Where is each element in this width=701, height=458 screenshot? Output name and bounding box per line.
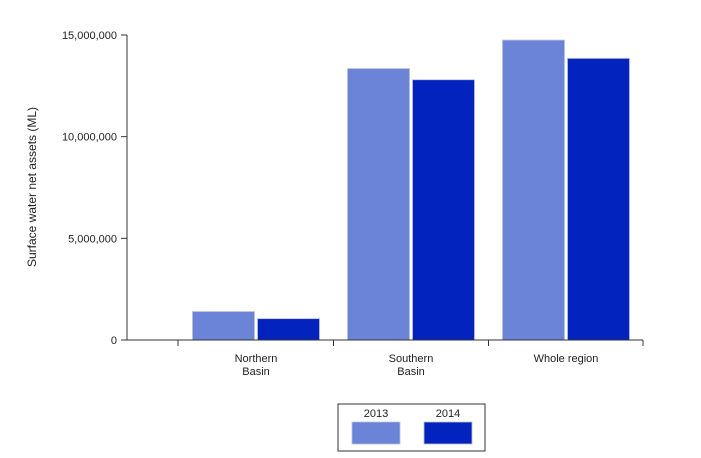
- legend: 2013 2014: [337, 403, 486, 452]
- y-tick-label-1: 5,000,000: [68, 233, 117, 245]
- plot-area: 0 5,000,000 10,000,000 15,000,000 Northern Ba…: [62, 30, 644, 378]
- y-axis-label: Surface water net assets (ML): [25, 107, 39, 267]
- legend-label-2014: 2014: [436, 408, 460, 420]
- x-tick-label-1: Southern Basin: [389, 353, 434, 378]
- legend-swatch-2014: [423, 421, 473, 445]
- bar-2014-0: [257, 318, 320, 341]
- bar-2014-1: [412, 79, 475, 341]
- bar-2014-2: [567, 57, 630, 341]
- legend-label-2013: 2013: [364, 408, 388, 420]
- bar-2013-2: [502, 39, 565, 341]
- y-tick-label-0: 0: [111, 335, 117, 347]
- x-tick-label-0: Northern Basin: [235, 353, 278, 378]
- bar-2013-0: [192, 311, 255, 341]
- bar-2013-1: [347, 68, 410, 341]
- x-tick-label-2: Whole region: [534, 353, 599, 365]
- legend-swatch-2013: [351, 421, 401, 445]
- y-tick-label-2: 10,000,000: [62, 132, 117, 144]
- y-tick-label-3: 15,000,000: [62, 30, 117, 42]
